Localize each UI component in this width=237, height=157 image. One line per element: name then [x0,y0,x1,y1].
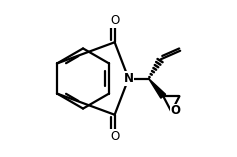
Text: O: O [110,14,119,27]
Text: N: N [123,72,133,85]
Text: O: O [171,104,181,117]
Text: O: O [110,130,119,143]
Polygon shape [149,78,166,98]
